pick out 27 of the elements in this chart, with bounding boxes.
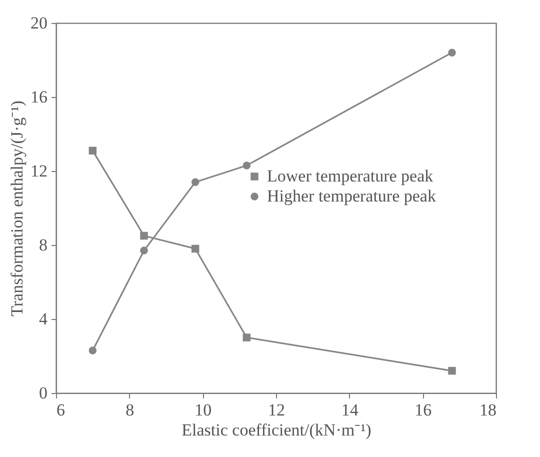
y-tick-label: 20 [30,14,48,32]
y-tick-label: 4 [39,310,48,328]
y-tick-label: 0 [39,384,48,402]
point [88,146,97,155]
x-axis-title: Elastic coefficient/(kN·m⁻¹) [182,420,372,440]
y-tick-label: 8 [39,236,48,254]
point [88,346,97,354]
y-tick-label: 16 [30,88,48,106]
x-tick-label: 18 [480,400,496,420]
legend-label: Higher temperature peak [267,186,436,206]
x-tick-label: 14 [341,400,359,420]
y-axis-title: Transformation enthalpy/(J·g⁻¹) [8,100,26,316]
x-tick-label: 16 [414,400,432,420]
point [242,334,251,342]
point [140,246,148,254]
point [242,162,251,170]
point [448,366,456,375]
point [140,232,148,240]
point [191,178,200,186]
legend-label: Lower temperature peak [267,166,434,186]
x-tick-label: 8 [126,400,134,420]
x-tick-label: 10 [194,400,212,420]
x-tick-label: 6 [56,400,65,420]
x-tick-label: 12 [268,400,285,420]
point [448,48,456,56]
y-tick-label: 12 [30,162,48,180]
point [191,244,200,253]
